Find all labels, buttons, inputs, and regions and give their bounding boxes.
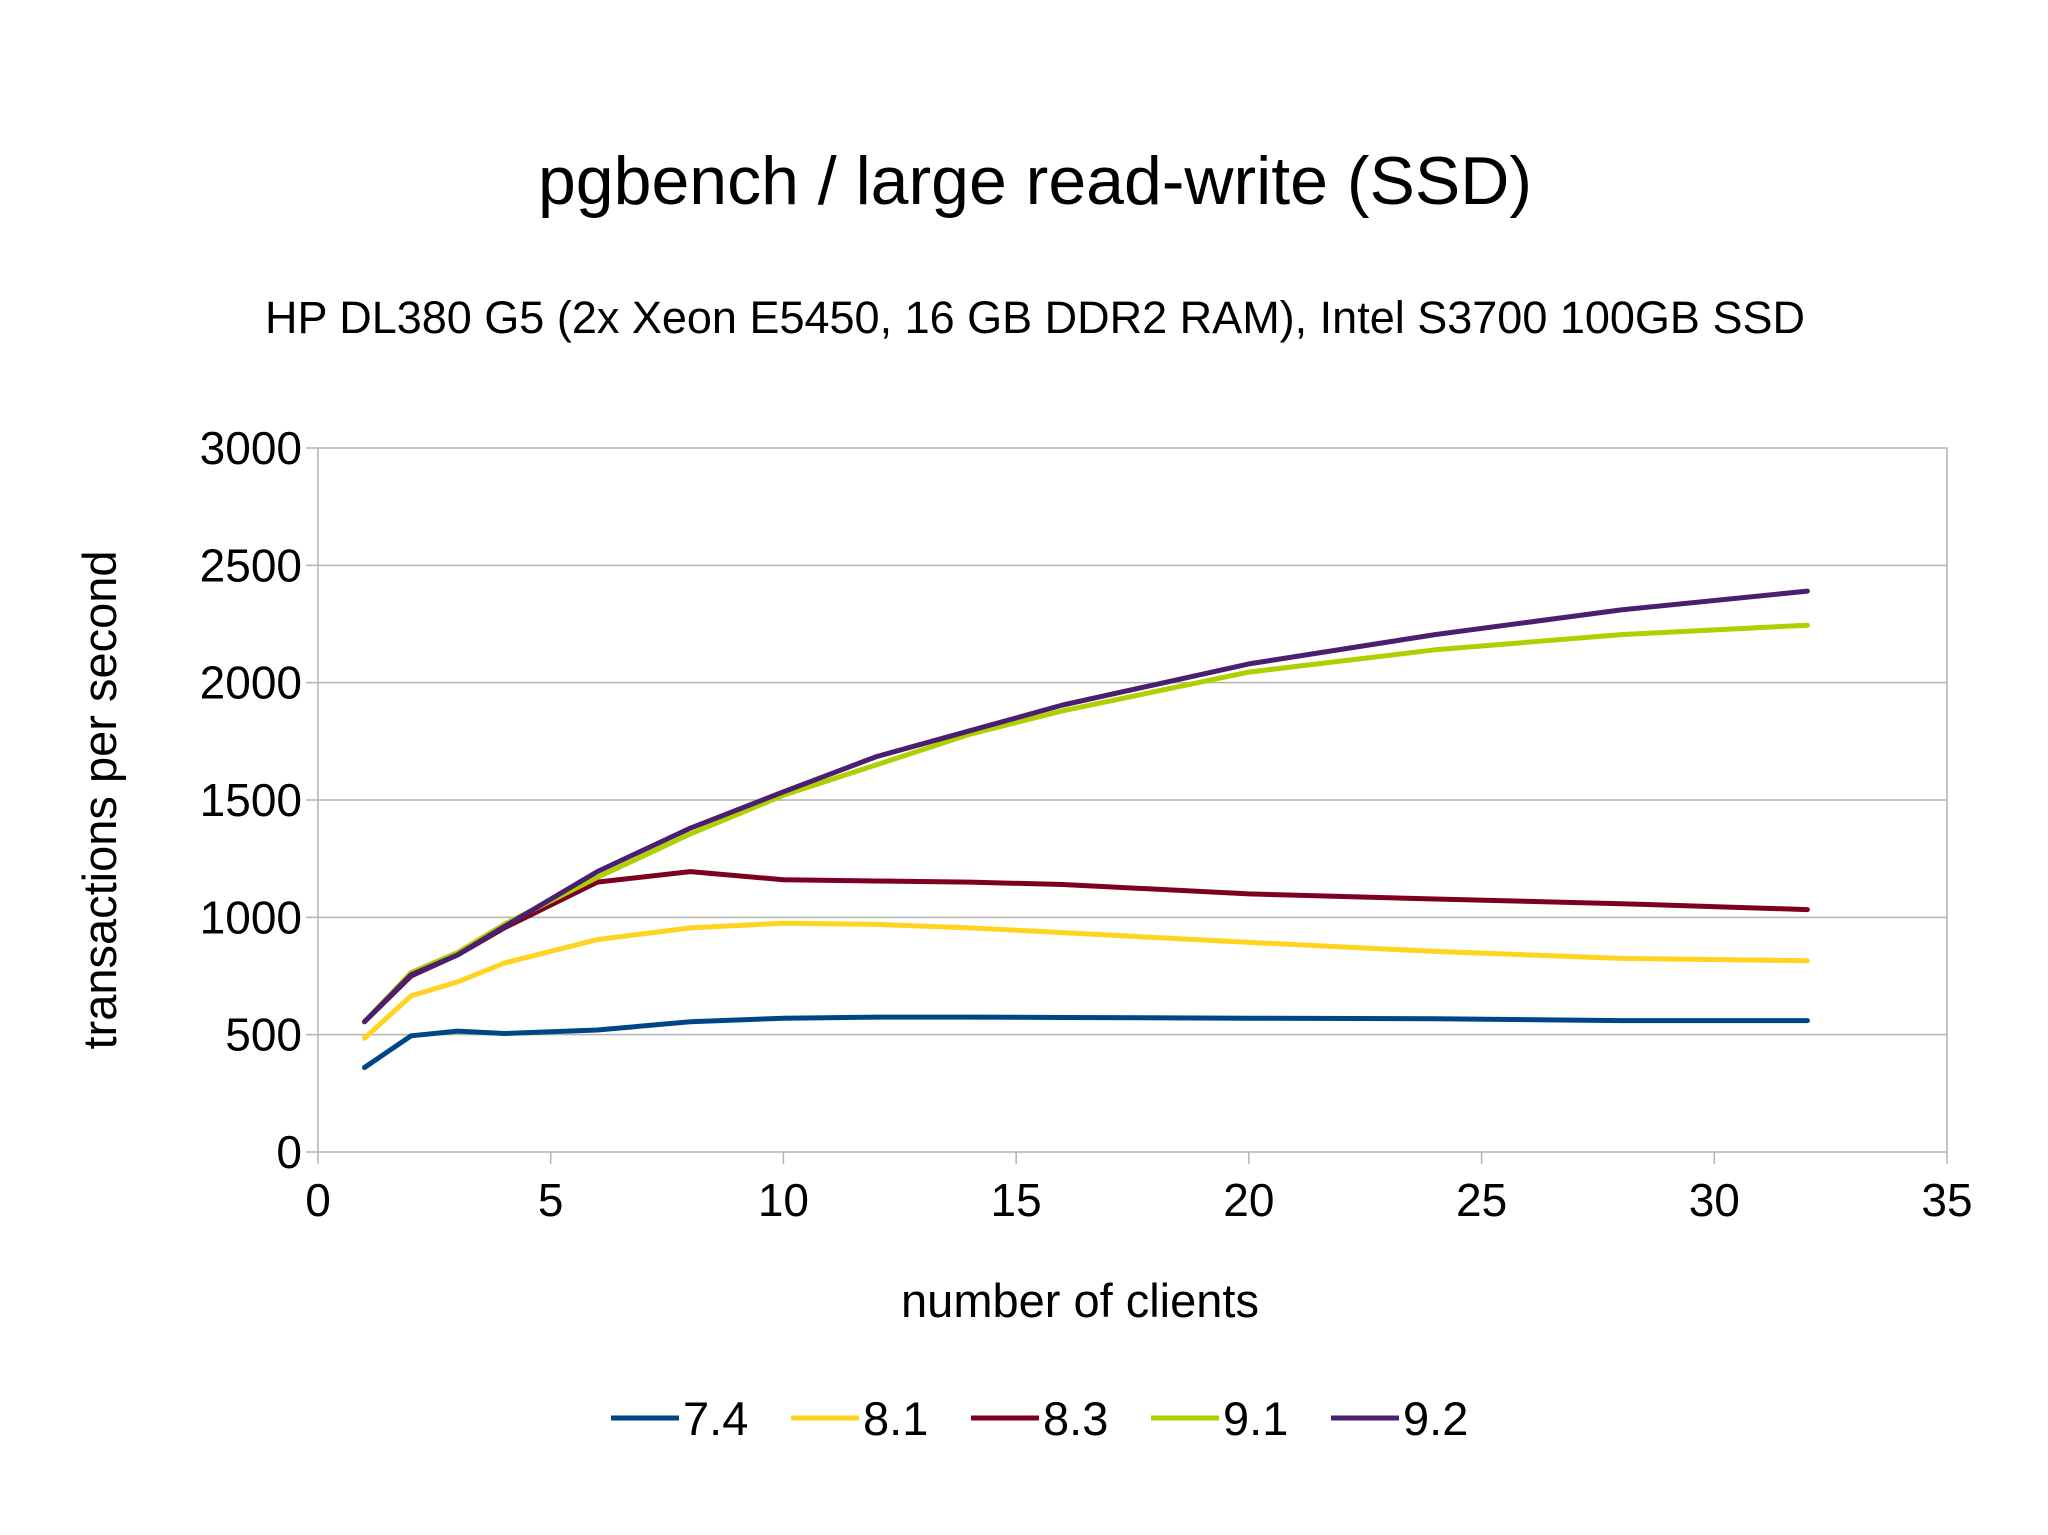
x-tick-label: 25 (1456, 1174, 1507, 1226)
legend-label: 9.1 (1223, 1392, 1288, 1445)
y-tick-label: 1000 (200, 891, 302, 943)
series-line-9-1 (362, 622, 1810, 1025)
x-tick-label: 5 (538, 1174, 564, 1226)
series-line-7-4 (362, 1014, 1810, 1070)
y-tick-label: 0 (276, 1126, 302, 1178)
chart-title: pgbench / large read-write (SSD) (538, 143, 1532, 219)
y-tick-label: 3000 (200, 422, 302, 474)
series-lines (362, 588, 1810, 1070)
series-line-9-2 (362, 588, 1810, 1025)
legend-label: 8.3 (1043, 1392, 1108, 1445)
x-tick-label: 15 (991, 1174, 1042, 1226)
y-tick-label: 500 (225, 1009, 302, 1061)
x-tick-label: 10 (758, 1174, 809, 1226)
legend-label: 7.4 (683, 1392, 748, 1445)
legend-label: 8.1 (863, 1392, 928, 1445)
x-tick-label: 35 (1921, 1174, 1972, 1226)
legend: 7.4 8.1 8.3 9.1 9.2 (611, 1392, 1468, 1445)
x-tick-label: 30 (1689, 1174, 1740, 1226)
y-axis-label: transactions per second (73, 550, 126, 1049)
x-axis-label: number of clients (901, 1274, 1259, 1327)
chart-subtitle: HP DL380 G5 (2x Xeon E5450, 16 GB DDR2 R… (265, 292, 1805, 343)
y-tick-label: 1500 (200, 774, 302, 826)
series-line-8-1 (362, 920, 1810, 1041)
grid-lines (318, 564, 1947, 1036)
x-axis-ticks: 0 5 10 15 20 25 30 35 (305, 1152, 1973, 1226)
y-tick-label: 2000 (200, 657, 302, 709)
x-tick-label: 0 (305, 1174, 331, 1226)
series-line-8-3 (362, 869, 1810, 1025)
y-tick-label: 2500 (200, 539, 302, 591)
legend-label: 9.2 (1403, 1392, 1468, 1445)
x-tick-label: 20 (1223, 1174, 1274, 1226)
y-axis-ticks: 0 500 1000 1500 2000 2500 3000 (200, 422, 318, 1178)
